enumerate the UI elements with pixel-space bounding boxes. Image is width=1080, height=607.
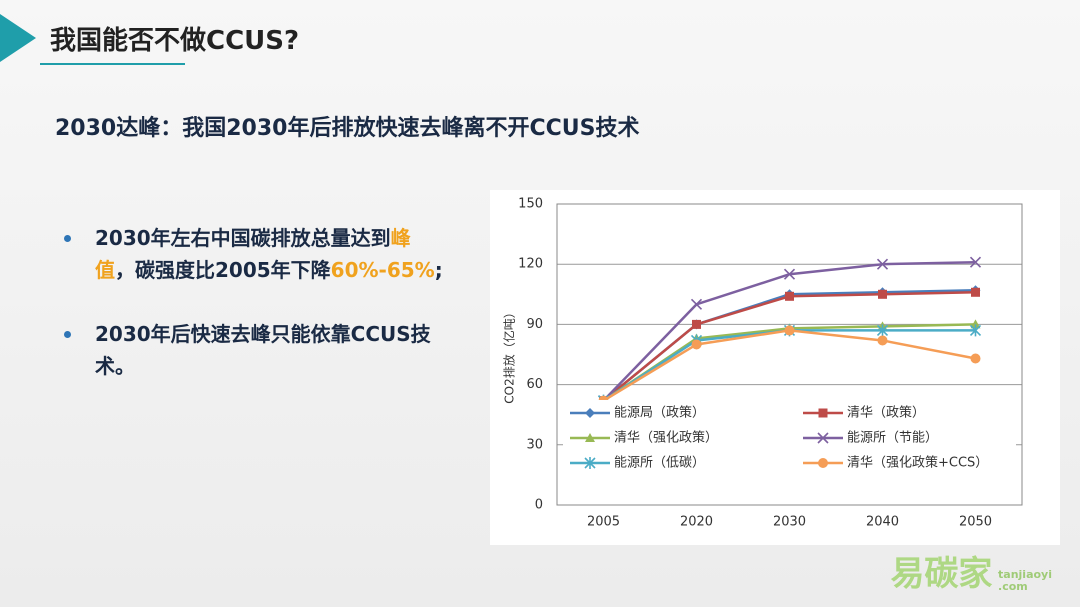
bullet-dot: [64, 331, 71, 338]
y-tick-label: 30: [526, 437, 543, 452]
chart: CO2排放（亿吨） 0 30 60 90 120 150 2005 2020 2030 2040 2…: [490, 190, 1060, 545]
marker: [876, 324, 889, 337]
y-tick-label: 0: [535, 498, 543, 513]
plot-border: [556, 203, 1023, 506]
series: [598, 325, 981, 406]
marker: [585, 433, 595, 442]
bullet: 2030年后快速去峰只能依靠CCUS技术。: [95, 318, 445, 382]
legend-label: 清华（政策）: [847, 405, 925, 421]
bullet-dot: [64, 235, 71, 242]
legend-label: 清华（强化政策+CCS）: [847, 455, 988, 471]
marker: [817, 432, 829, 444]
marker: [970, 353, 981, 364]
marker: [584, 457, 596, 469]
legend-label: 能源所（节能）: [847, 431, 938, 446]
marker: [691, 339, 702, 350]
marker: [818, 458, 828, 468]
bullet-text: ;: [434, 258, 443, 282]
marker: [585, 408, 595, 418]
marker: [971, 287, 980, 297]
legend-item: 清华（政策）: [803, 405, 925, 421]
y-axis-label: CO2排放（亿吨）: [502, 306, 517, 403]
legend-label: 能源局（政策）: [614, 405, 705, 421]
marker: [876, 258, 889, 270]
watermark-site-name: tanjiaoyi: [998, 567, 1052, 581]
x-tick-label: 2030: [773, 515, 806, 530]
y-tick-label: 150: [518, 197, 543, 212]
corner-accent: [0, 14, 36, 62]
marker: [690, 298, 703, 310]
marker: [878, 289, 887, 299]
watermark-brand: 易碳家: [890, 554, 993, 594]
legend-item: 清华（强化政策+CCS）: [803, 455, 988, 471]
legend-item: 能源局（政策）: [570, 405, 705, 421]
legend-label: 清华（强化政策）: [614, 430, 718, 446]
x-tick-label: 2050: [959, 515, 992, 530]
subtitle: 2030达峰：我国2030年后排放快速去峰离不开CCUS技术: [55, 116, 640, 141]
legend-label: 能源所（低碳）: [614, 456, 705, 471]
marker: [692, 319, 701, 329]
marker: [970, 319, 981, 329]
y-tick-label: 120: [518, 257, 543, 272]
y-tick-label: 90: [526, 317, 543, 332]
bullet: 2030年左右中国碳排放总量达到峰值，碳强度比2005年下降60%-65%;: [95, 222, 445, 286]
watermark-domain: .com: [998, 579, 1028, 593]
marker: [877, 335, 888, 346]
bullet-text: 2030年后快速去峰只能依靠CCUS技术。: [95, 322, 431, 378]
title-underline: [40, 63, 185, 65]
legend-background: [563, 400, 1016, 478]
marker: [969, 324, 982, 337]
marker: [784, 325, 795, 336]
legend-item: 清华（强化政策）: [570, 430, 718, 446]
bullet-text: 60%-65%: [330, 258, 435, 282]
y-tick-label: 60: [526, 377, 543, 392]
bullet-text: 2030年左右中国碳排放总量达到: [95, 226, 391, 250]
legend-item: 能源所（节能）: [803, 431, 938, 446]
marker: [969, 256, 982, 268]
marker: [783, 268, 796, 280]
watermark: 易碳家 tanjiaoyi .com: [890, 546, 1052, 595]
bullet-text: 峰值: [95, 226, 411, 282]
x-tick-label: 2005: [587, 515, 620, 530]
legend-item: 能源所（低碳）: [570, 456, 705, 471]
marker: [818, 408, 828, 418]
x-tick-label: 2040: [866, 515, 899, 530]
marker: [785, 291, 794, 301]
chart-background: [490, 190, 1060, 545]
bullet-text: ，碳强度比2005年下降: [115, 258, 331, 282]
watermark-site: tanjiaoyi .com: [998, 567, 1052, 593]
title: 我国能否不做CCUS?: [50, 26, 300, 56]
x-tick-label: 2020: [680, 515, 713, 530]
